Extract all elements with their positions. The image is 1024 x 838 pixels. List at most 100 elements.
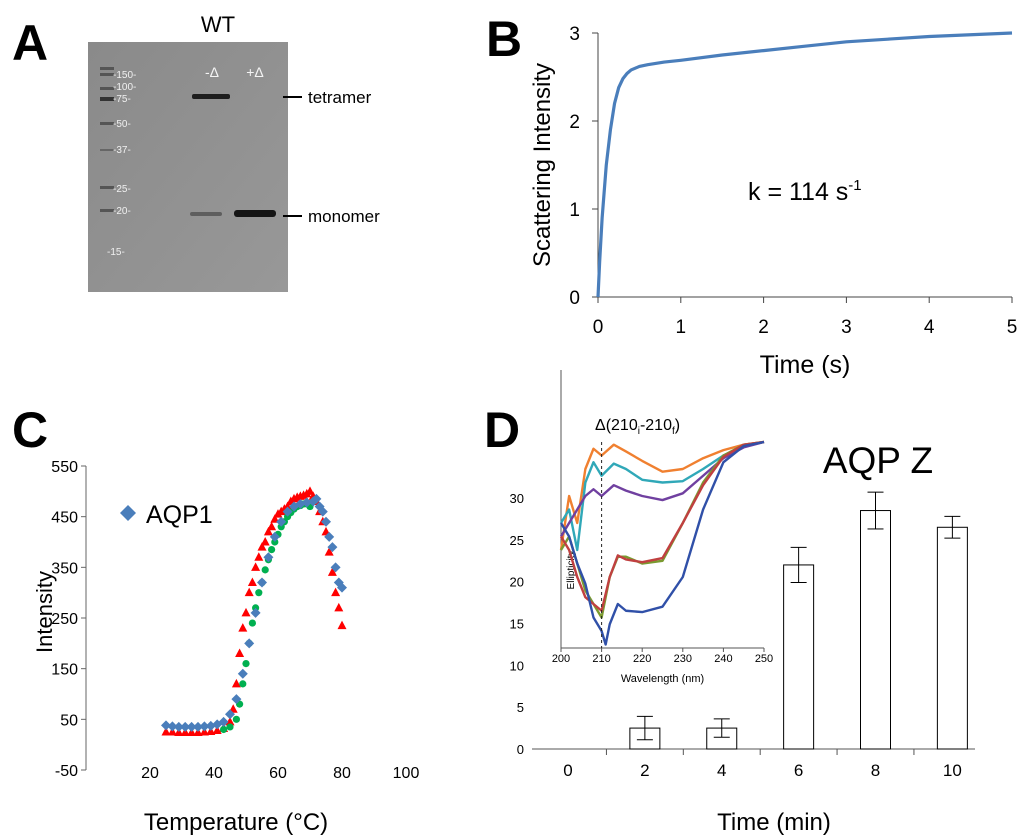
data-point-aqp1 (186, 721, 197, 732)
inset-x-axis-title: Wavelength (nm) (621, 673, 704, 685)
inset-series-teal (559, 440, 765, 552)
legend-label-aqp1: AQP1 (146, 501, 213, 529)
data-point-green (261, 566, 269, 574)
data-point-green (226, 723, 234, 731)
ladder-band (100, 73, 114, 76)
x-tick-label: 1 (676, 317, 687, 338)
y-tick-label: 3 (569, 24, 580, 45)
inset-background (561, 370, 764, 648)
data-point-red (241, 607, 251, 617)
data-point-aqp1 (244, 638, 255, 649)
x-tick-label: 10 (943, 761, 962, 780)
x-tick-label: 100 (393, 765, 420, 782)
data-point-red (267, 521, 277, 531)
data-point-aqp1 (337, 582, 347, 593)
y-tick-label: 150 (51, 662, 78, 679)
inset-annotation-mid: -210 (640, 417, 672, 434)
data-point-red (251, 562, 261, 571)
data-point-red (225, 716, 235, 726)
y-tick-label: 0 (517, 742, 524, 757)
data-point-aqp1 (180, 721, 191, 732)
data-point-red (283, 501, 293, 511)
data-point-aqp1 (231, 694, 242, 705)
inset-x-tick-label: 210 (592, 653, 610, 665)
y-tick-label: 25 (510, 533, 524, 548)
inset-x-tick-label: 240 (714, 653, 732, 665)
panel-label-a: A (12, 15, 49, 71)
data-point-aqp1 (167, 721, 178, 732)
data-point-red (254, 552, 264, 561)
inset-series-blue (559, 440, 765, 646)
y-tick-label: 1 (569, 200, 580, 221)
data-point-red (238, 623, 248, 632)
ladder-label: -50- (113, 119, 131, 130)
x-tick-label: 0 (593, 317, 604, 338)
y-tick-label: 10 (510, 658, 524, 673)
data-point-aqp1 (225, 709, 235, 720)
x-tick-label: 0 (563, 761, 572, 780)
data-point-aqp1 (263, 552, 274, 563)
data-point-green (248, 619, 256, 627)
gel-background (88, 42, 288, 292)
data-point-aqp1 (324, 531, 335, 542)
x-tick-label: 60 (269, 765, 287, 782)
ladder-label: -20- (113, 206, 131, 217)
data-point-aqp1 (330, 562, 341, 573)
y-tick-label: 15 (510, 617, 524, 632)
panel-label-c: C (12, 402, 49, 458)
x-tick-label: 5 (1007, 317, 1018, 338)
y-tick-label: 30 (510, 491, 524, 506)
y-tick-label: 20 (510, 575, 524, 590)
data-point-red (244, 587, 254, 597)
ladder-label: -15- (107, 247, 125, 258)
y-tick-label: 2 (569, 112, 580, 133)
monomer-label: monomer (308, 207, 380, 226)
monomer-band-faint (190, 212, 222, 216)
data-point-red (305, 486, 315, 495)
ladder-band (100, 186, 114, 189)
data-point-aqp1 (321, 516, 331, 527)
data-point-red (327, 567, 337, 576)
x-tick-label: 6 (794, 761, 803, 780)
lane-label-minus: -Δ (205, 64, 219, 80)
inset-annotation-sub-i: i (638, 426, 640, 437)
data-point-green (220, 725, 228, 734)
ladder-label: -37- (113, 145, 131, 156)
monomer-band (234, 210, 276, 217)
gel-title: WT (201, 12, 235, 37)
inset-x-tick-label: 220 (633, 653, 651, 665)
data-point-red (247, 577, 257, 587)
inset-x-tick-label: 200 (552, 653, 570, 665)
inset-y-axis-title: Ellipticity (566, 551, 577, 590)
ladder-label: -25- (113, 184, 131, 195)
x-tick-label: 2 (640, 761, 649, 780)
x-tick-label: 3 (841, 317, 852, 338)
bar (783, 564, 815, 750)
ladder-band (100, 67, 114, 70)
data-point-aqp1 (276, 516, 287, 527)
data-point-red (331, 587, 341, 597)
ladder-band (100, 122, 114, 125)
x-tick-label: 4 (717, 761, 726, 780)
bar (860, 510, 891, 750)
inset-x-tick-label: 230 (674, 653, 692, 665)
ladder-band (100, 97, 114, 101)
y-tick-label: 250 (51, 611, 78, 628)
series-line-scattering (596, 31, 1013, 298)
data-point-red (263, 526, 273, 536)
bar (936, 526, 968, 750)
data-point-aqp1 (269, 531, 280, 542)
rate-annotation-superscript: -1 (848, 177, 861, 194)
chart-title: AQP Z (823, 440, 933, 481)
data-point-red (231, 678, 241, 688)
panel-label-d: D (484, 402, 521, 458)
ladder-label: -100- (113, 82, 136, 93)
data-point-green (271, 538, 279, 546)
data-point-aqp1 (161, 720, 171, 731)
data-point-aqp1 (317, 506, 328, 517)
x-tick-label: 2 (758, 317, 769, 338)
data-point-red (257, 542, 267, 551)
